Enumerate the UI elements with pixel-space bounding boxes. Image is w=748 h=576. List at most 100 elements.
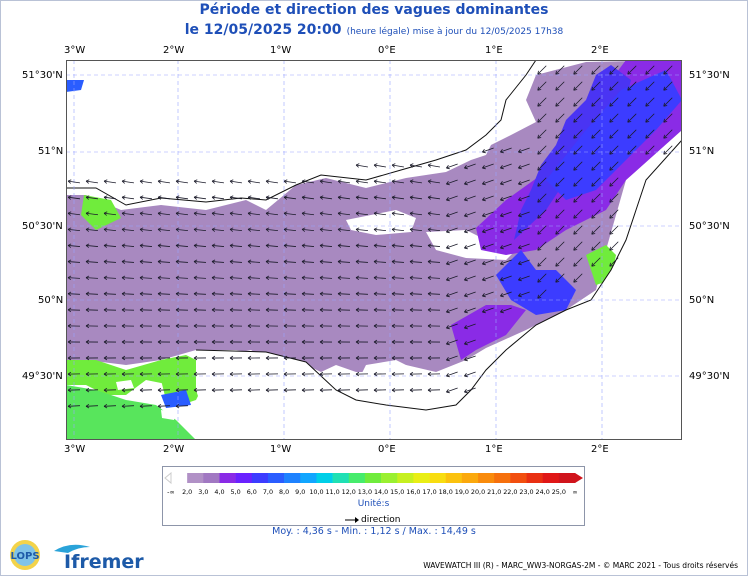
direction-arrow: [355, 228, 369, 232]
legend-swatch: [332, 473, 350, 483]
direction-arrowhead: [283, 259, 288, 264]
direction-arrow: [573, 113, 583, 123]
direction-arrow: [211, 277, 225, 279]
direction-arrowhead: [301, 227, 306, 232]
direction-arrow: [609, 193, 619, 203]
direction-arrowhead: [609, 70, 614, 75]
direction-arrowhead: [139, 291, 144, 297]
direction-arrow: [482, 179, 494, 185]
direction-arrowhead: [537, 214, 542, 219]
direction-arrowhead: [67, 339, 72, 345]
direction-arrowhead: [301, 339, 306, 345]
direction-arrowhead: [301, 371, 306, 377]
lops-logo: LOPS: [10, 540, 40, 570]
direction-arrowhead: [211, 211, 216, 216]
direction-arrow: [230, 180, 242, 184]
direction-arrow: [103, 293, 117, 295]
forecast-date: le 12/05/2025 20:00: [184, 22, 342, 38]
direction-arrowhead: [409, 371, 414, 377]
direction-arrow: [193, 245, 207, 247]
direction-arrow: [356, 164, 368, 168]
direction-arrow: [500, 227, 512, 233]
direction-arrowhead: [337, 259, 342, 264]
direction-arrowhead: [518, 277, 522, 282]
direction-arrow: [67, 228, 81, 232]
direction-arrow: [663, 113, 673, 123]
direction-arrow: [391, 212, 405, 216]
direction-arrowhead: [482, 213, 486, 218]
direction-arrow: [409, 196, 423, 200]
direction-arrowhead: [482, 181, 486, 186]
direction-arrow: [518, 243, 530, 249]
direction-arrow: [211, 196, 225, 200]
direction-arrowhead: [355, 195, 360, 200]
legend-tick-label: 12,0: [341, 488, 356, 496]
direction-arrow: [103, 245, 117, 247]
direction-arrow: [573, 225, 583, 235]
direction-arrowhead: [229, 227, 234, 232]
direction-arrow: [301, 293, 315, 295]
direction-arrow: [247, 245, 261, 247]
legend-swatch: [171, 473, 188, 483]
direction-arrowhead: [573, 262, 578, 267]
direction-arrowhead: [537, 118, 542, 123]
direction-arrowhead: [555, 102, 560, 107]
direction-arrow: [555, 97, 565, 107]
direction-arrowhead: [609, 102, 614, 107]
direction-arrow: [211, 228, 225, 232]
direction-arrowhead: [229, 195, 234, 200]
direction-arrowhead: [85, 179, 90, 184]
direction-arrow: [537, 65, 547, 75]
direction-arrowhead: [591, 262, 596, 267]
direction-arrow: [573, 257, 583, 267]
legend-swatch: [558, 473, 576, 483]
direction-arrow: [67, 261, 81, 263]
direction-arrowhead: [103, 195, 108, 200]
direction-arrow: [591, 113, 601, 123]
direction-arrowhead: [355, 243, 360, 248]
direction-arrow: [555, 241, 565, 251]
direction-arrow: [121, 293, 135, 295]
direction-arrowhead: [391, 179, 396, 184]
direction-arrowhead: [301, 275, 306, 281]
direction-arrowhead: [139, 259, 144, 264]
direction-arrow: [121, 261, 135, 263]
direction-arrow: [446, 243, 458, 249]
direction-arrowhead: [518, 197, 522, 202]
model-credits: WAVEWATCH III (R) - MARC_WW3-NORGAS-2M -…: [423, 561, 738, 570]
direction-arrow: [427, 277, 441, 279]
direction-arrowhead: [573, 278, 578, 283]
direction-arrowhead: [500, 293, 504, 298]
lat-label-left: 50°30'N: [22, 221, 63, 232]
direction-arrowhead: [103, 339, 108, 345]
direction-arrowhead: [229, 387, 234, 393]
direction-arrowhead: [609, 134, 614, 139]
direction-arrowhead: [663, 134, 668, 139]
direction-arrowhead: [391, 259, 396, 264]
direction-arrowhead: [537, 246, 542, 251]
direction-arrow: [338, 180, 350, 184]
direction-arrowhead: [193, 243, 198, 248]
direction-arrowhead: [103, 211, 108, 216]
direction-arrowhead: [482, 293, 486, 298]
direction-arrowhead: [265, 211, 270, 216]
direction-arrow: [373, 261, 387, 263]
island-channel: [116, 380, 134, 390]
direction-arrow: [193, 261, 207, 263]
legend-swatch: [478, 473, 495, 483]
direction-arrow: [555, 193, 565, 203]
direction-arrow: [537, 289, 547, 299]
direction-arrowhead: [283, 195, 288, 200]
direction-arrowhead: [103, 371, 108, 377]
direction-arrowhead: [85, 339, 90, 345]
direction-arrowhead: [157, 259, 162, 264]
direction-arrowhead: [247, 259, 252, 264]
direction-arrowhead: [301, 387, 306, 393]
direction-arrow: [283, 196, 297, 200]
direction-arrowhead: [537, 70, 542, 75]
land-france: [196, 140, 682, 440]
direction-arrow: [446, 355, 458, 361]
direction-arrow: [139, 228, 153, 232]
direction-arrowhead: [609, 86, 614, 91]
direction-arrowhead: [573, 150, 578, 155]
